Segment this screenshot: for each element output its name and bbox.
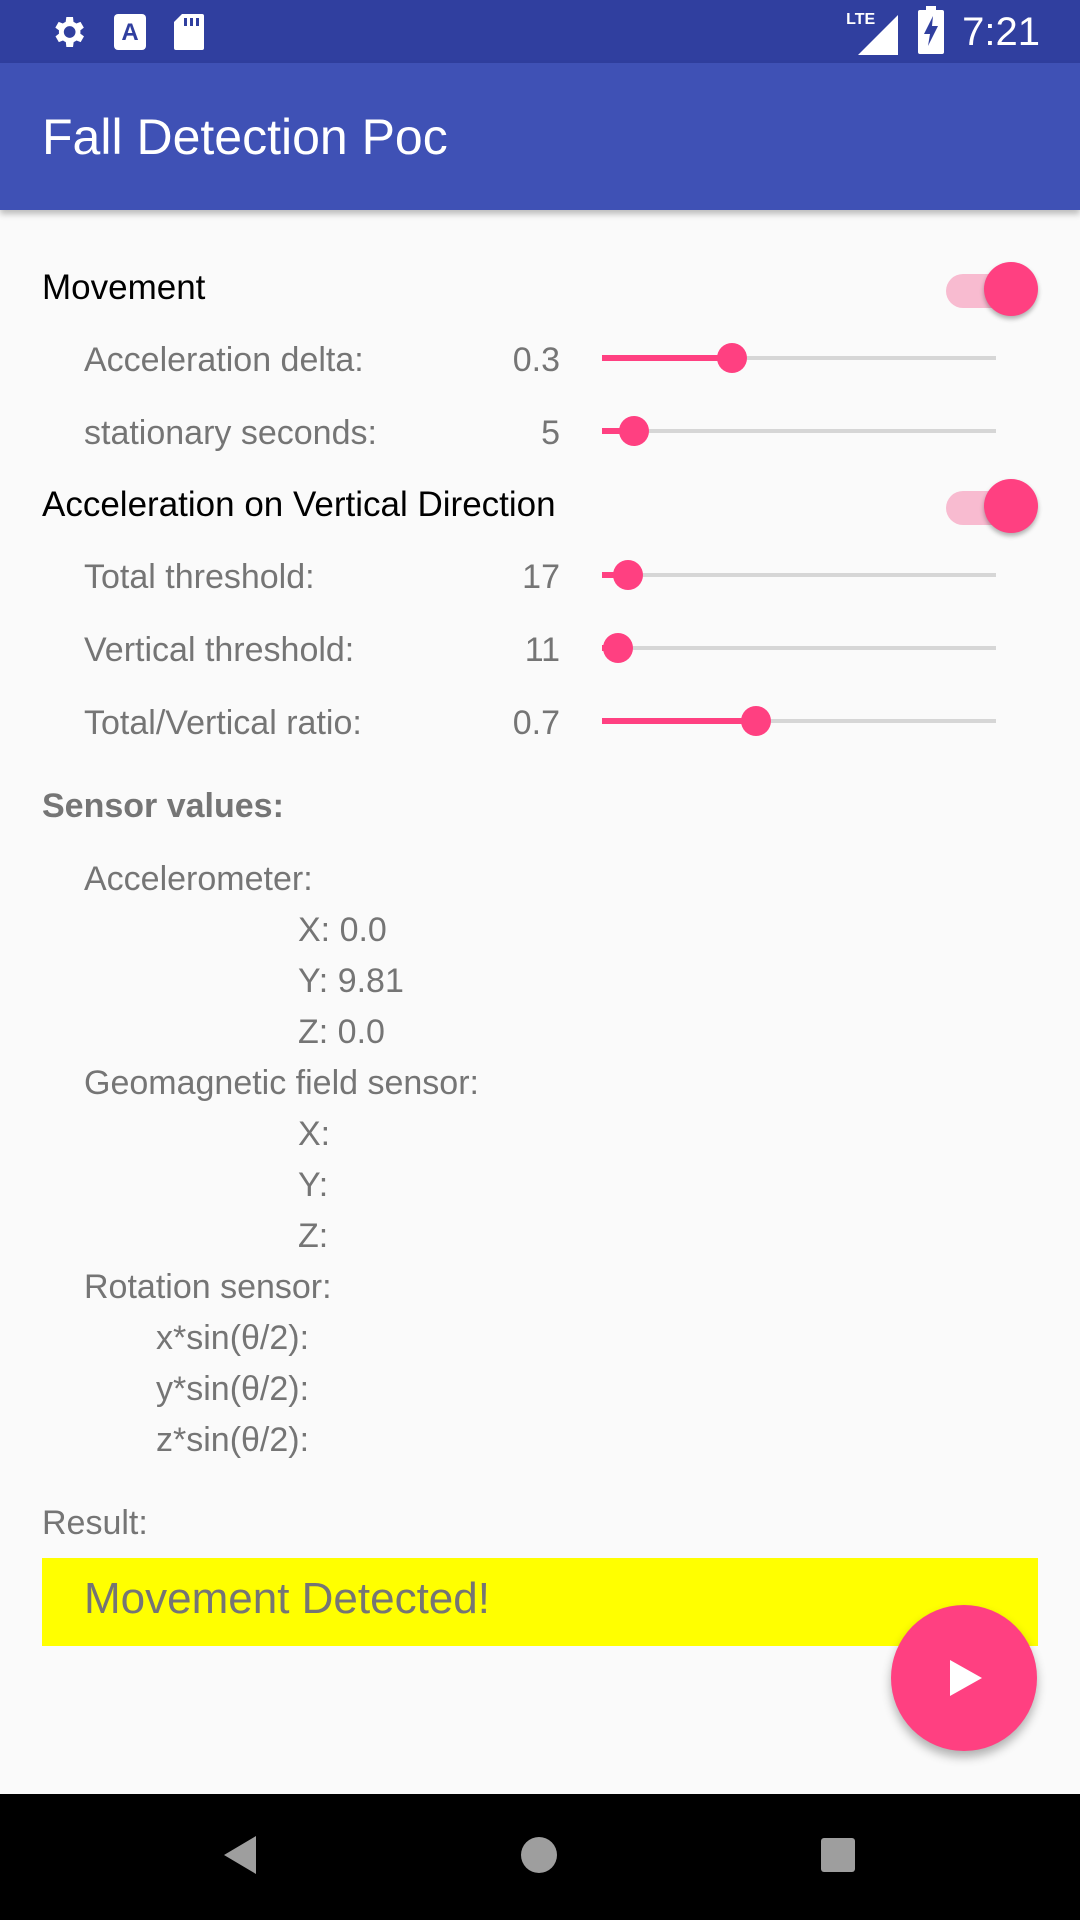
svg-text:A: A — [121, 19, 138, 46]
slider-knob[interactable] — [741, 706, 771, 736]
sensor-values-title: Sensor values: — [42, 787, 284, 825]
acceleration-delta-slider[interactable] — [602, 338, 996, 378]
vertical-switch-thumb[interactable] — [984, 479, 1038, 533]
slider-knob[interactable] — [619, 416, 649, 446]
stationary-seconds-slider[interactable] — [602, 411, 996, 451]
battery-charging-icon — [918, 6, 945, 59]
stationary-seconds-value: 5 — [541, 414, 560, 452]
movement-label: Movement — [42, 268, 206, 307]
app-bar: Fall Detection Poc — [0, 63, 1080, 210]
app-title: Fall Detection Poc — [42, 109, 448, 165]
geomagnetic-y: Y: — [298, 1166, 329, 1204]
vertical-acceleration-label: Acceleration on Vertical Direction — [42, 485, 556, 524]
total-threshold-slider[interactable] — [602, 555, 996, 595]
vertical-threshold-value: 11 — [524, 631, 560, 669]
result-text: Movement Detected! — [84, 1574, 490, 1623]
slider-fill — [602, 355, 732, 361]
text-a-icon: A — [112, 12, 148, 57]
result-box: Movement Detected! — [42, 1558, 1038, 1646]
lte-label: LTE — [846, 10, 876, 28]
vertical-threshold-label: Vertical threshold: — [84, 631, 355, 669]
slider-knob[interactable] — [613, 560, 643, 590]
slider-rail — [602, 646, 996, 650]
acceleration-delta-label: Acceleration delta: — [84, 341, 364, 379]
slider-rail — [602, 573, 996, 577]
rotation-x: x*sin(θ/2): — [156, 1319, 310, 1357]
acceleration-delta-value: 0.3 — [512, 341, 560, 379]
rotation-y: y*sin(θ/2): — [156, 1370, 310, 1408]
status-bar: A LTE 7:21 — [0, 0, 1080, 63]
ratio-slider[interactable] — [602, 701, 996, 741]
stationary-seconds-label: stationary seconds: — [84, 414, 377, 452]
vertical-threshold-slider[interactable] — [602, 628, 996, 668]
play-button[interactable] — [891, 1605, 1037, 1751]
accelerometer-label: Accelerometer: — [84, 860, 313, 898]
slider-fill — [602, 718, 756, 724]
accelerometer-y: Y: 9.81 — [298, 962, 404, 1000]
slider-rail — [602, 719, 996, 723]
movement-switch-thumb[interactable] — [984, 262, 1038, 316]
geomagnetic-x: X: — [298, 1115, 331, 1153]
play-icon — [950, 1660, 982, 1696]
slider-knob[interactable] — [717, 343, 747, 373]
accelerometer-z: Z: 0.0 — [298, 1013, 385, 1051]
lte-signal-icon: LTE — [846, 9, 900, 57]
rotation-z: z*sin(θ/2): — [156, 1421, 310, 1459]
ratio-value: 0.7 — [512, 704, 560, 742]
back-icon[interactable] — [222, 1834, 258, 1881]
geomagnetic-label: Geomagnetic field sensor: — [84, 1064, 479, 1102]
slider-rail — [602, 356, 996, 360]
movement-switch[interactable] — [946, 260, 1038, 316]
slider-rail — [602, 429, 996, 433]
navigation-bar — [0, 1794, 1080, 1920]
vertical-acceleration-switch[interactable] — [946, 477, 1038, 533]
sd-card-icon — [172, 12, 206, 57]
rotation-label: Rotation sensor: — [84, 1268, 332, 1306]
ratio-label: Total/Vertical ratio: — [84, 704, 362, 742]
total-threshold-value: 17 — [522, 558, 560, 596]
recents-icon[interactable] — [820, 1837, 856, 1878]
total-threshold-label: Total threshold: — [84, 558, 315, 596]
slider-knob[interactable] — [603, 633, 633, 663]
slider-fill — [602, 428, 634, 434]
settings-icon — [48, 12, 88, 57]
status-clock: 7:21 — [962, 10, 1040, 54]
home-icon[interactable] — [520, 1836, 558, 1879]
result-label: Result: — [42, 1504, 148, 1542]
geomagnetic-z: Z: — [298, 1217, 329, 1255]
accelerometer-x: X: 0.0 — [298, 911, 387, 949]
